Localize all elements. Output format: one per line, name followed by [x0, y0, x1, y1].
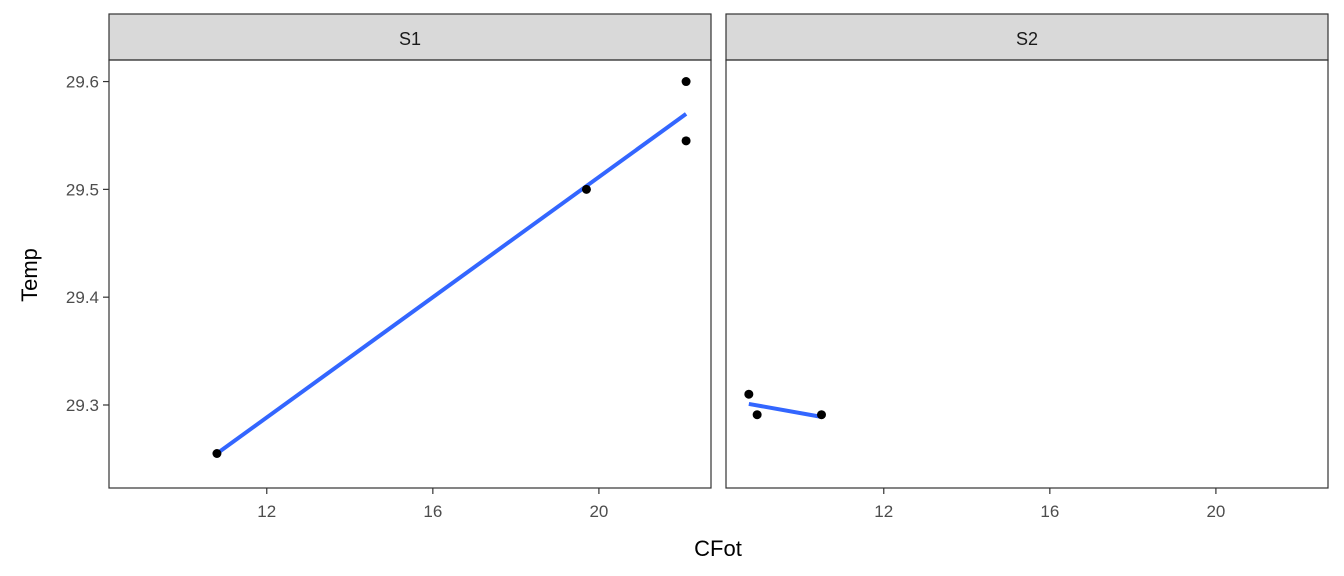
data-point	[681, 136, 691, 146]
x-tick-label: 16	[423, 502, 442, 521]
fit-line	[748, 401, 822, 419]
y-tick-label: 29.3	[66, 396, 99, 415]
x-tick-label: 20	[589, 502, 608, 521]
y-tick-label: 29.5	[66, 180, 99, 199]
data-point	[581, 184, 591, 194]
facet-strip	[108, 13, 712, 61]
x-tick-label: 12	[874, 502, 893, 521]
panel-border	[725, 59, 1329, 489]
x-tick-label: 12	[257, 502, 276, 521]
data-point	[212, 449, 222, 459]
panel-s1: S1 12 16 20	[108, 13, 712, 521]
facet-strip	[725, 13, 1329, 61]
x-tick-label: 16	[1040, 502, 1059, 521]
data-point	[681, 77, 691, 87]
y-axis: 29.3 29.4 29.5 29.6	[66, 73, 109, 415]
panels-layer: S1 12 16 20 S2 12 16 20	[108, 13, 1329, 521]
y-axis-title: Temp	[17, 248, 42, 302]
data-point	[744, 389, 754, 399]
fit-line	[215, 112, 688, 456]
y-tick-label: 29.4	[66, 288, 99, 307]
data-point	[752, 410, 762, 420]
panel-s2: S2 12 16 20	[725, 13, 1329, 521]
panel-border	[108, 59, 712, 489]
facet-strip-label: S2	[1016, 29, 1038, 49]
data-point	[816, 410, 826, 420]
facet-strip-label: S1	[399, 29, 421, 49]
y-tick-label: 29.6	[66, 73, 99, 92]
x-tick-label: 20	[1206, 502, 1225, 521]
x-axis-title: CFot	[694, 536, 742, 561]
